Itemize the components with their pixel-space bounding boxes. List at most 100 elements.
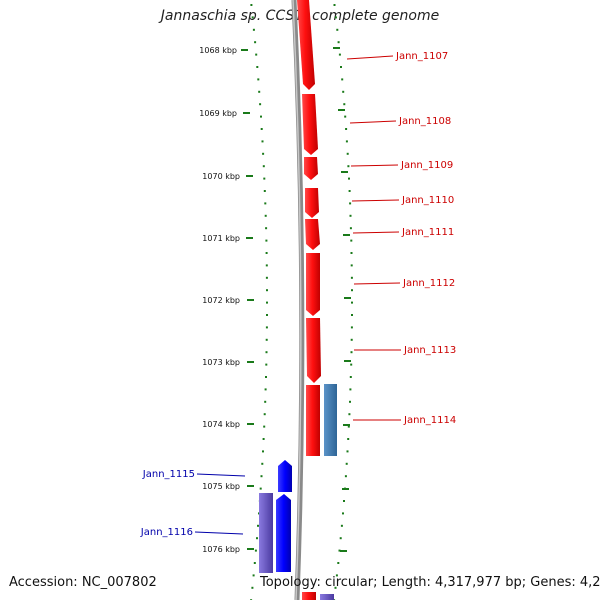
ruler-dot xyxy=(348,177,350,180)
ruler-dot xyxy=(350,276,353,279)
ruler-dot xyxy=(250,4,253,6)
ruler-dot xyxy=(345,128,348,130)
leader-line-jann-1116 xyxy=(194,531,244,535)
ruler-dot xyxy=(351,314,353,316)
ruler-dot xyxy=(341,78,344,81)
ruler-dot xyxy=(265,326,268,329)
ruler-dot xyxy=(253,562,256,564)
ruler-dot xyxy=(251,16,254,19)
ruler-dot xyxy=(252,574,255,577)
leader-line-jann-1111 xyxy=(352,231,400,234)
ruler-dot xyxy=(259,103,262,106)
gene-arrow-jann-1110[interactable] xyxy=(305,188,319,218)
ruler-dot xyxy=(263,425,266,428)
ruler-label: 1070 kbp xyxy=(202,172,240,181)
ruler-dot xyxy=(348,190,351,192)
ruler-dot xyxy=(265,252,268,254)
reverse-feature[interactable] xyxy=(259,493,273,573)
ruler-dot xyxy=(258,90,261,93)
ruler-label: 1075 kbp xyxy=(202,482,240,491)
genome-summary-text: Topology: circular; Length: 4,317,977 bp… xyxy=(260,575,600,590)
ruler-dot xyxy=(334,586,337,589)
ruler-dot xyxy=(263,190,266,192)
reverse-feature-partial[interactable] xyxy=(320,594,334,600)
ruler-dot xyxy=(350,252,353,254)
ruler-dot xyxy=(343,103,346,106)
gene-label-jann-1113[interactable]: Jann_1113 xyxy=(403,345,456,356)
genome-backbone-highlight xyxy=(292,0,302,600)
gene-arrow-jann-1109[interactable] xyxy=(304,157,318,180)
ruler-dot xyxy=(349,400,351,403)
gene-label-jann-1112[interactable]: Jann_1112 xyxy=(402,278,455,289)
ruler-dot xyxy=(340,524,343,527)
ruler-dot xyxy=(254,549,257,552)
leader-line-jann-1108 xyxy=(349,120,397,124)
ruler-dot xyxy=(349,214,352,217)
gene-arrow-jann-1112[interactable] xyxy=(306,253,320,316)
ruler-dot xyxy=(262,152,265,155)
ruler-dot xyxy=(350,239,353,242)
ruler-dot xyxy=(344,475,347,478)
ruler-dot xyxy=(264,214,267,217)
ruler-dot xyxy=(260,115,262,118)
ruler-dot xyxy=(337,562,340,564)
reverse-leaders xyxy=(194,473,246,535)
genome-backbone xyxy=(291,0,305,600)
gene-arrow-jann-1115[interactable] xyxy=(278,460,292,492)
ruler-dot xyxy=(350,363,353,366)
gene-arrow-jann-1116[interactable] xyxy=(276,494,291,572)
ruler-dot xyxy=(342,512,344,515)
gene-arrow-jann-1108[interactable] xyxy=(302,94,318,155)
gene-arrow-jann-1113[interactable] xyxy=(306,318,321,383)
leader-line-jann-1112 xyxy=(353,282,401,285)
gene-label-jann-1115[interactable]: Jann_1115 xyxy=(142,469,195,480)
gene-label-jann-1108[interactable]: Jann_1108 xyxy=(398,116,451,127)
ruler-dot xyxy=(260,475,263,478)
ruler-dot xyxy=(261,462,264,465)
gene-label-jann-1109[interactable]: Jann_1109 xyxy=(400,160,453,171)
ruler-dot xyxy=(265,338,268,341)
rna-feature[interactable] xyxy=(324,384,337,456)
ruler-dot xyxy=(346,450,349,453)
ruler-dots xyxy=(250,4,353,600)
ruler-dot xyxy=(350,264,353,267)
ruler-dot xyxy=(262,438,265,440)
gene-label-jann-1116[interactable]: Jann_1116 xyxy=(140,527,193,538)
ruler-dot xyxy=(338,53,341,56)
ruler-dot xyxy=(256,537,258,540)
ruler-label: 1068 kbp xyxy=(199,46,237,55)
gene-arrow-jann-1107[interactable] xyxy=(297,0,315,90)
ruler-dot xyxy=(265,363,268,366)
ruler-dot xyxy=(261,140,264,143)
ruler-dot xyxy=(335,574,338,577)
ruler-dot xyxy=(264,400,267,403)
leader-line-jann-1107 xyxy=(346,55,394,60)
ruler-dot xyxy=(337,41,340,44)
ruler-dot xyxy=(334,16,337,19)
ruler-dot xyxy=(251,586,254,589)
reverse-genes xyxy=(259,460,334,600)
leader-line-jann-1109 xyxy=(350,164,399,167)
ruler-dot xyxy=(349,388,352,391)
gene-label-jann-1114[interactable]: Jann_1114 xyxy=(403,415,456,426)
gene-label-jann-1110[interactable]: Jann_1110 xyxy=(401,195,454,206)
forward-labels: Jann_1107 Jann_1108 Jann_1109 Jann_1110 … xyxy=(395,51,456,426)
gene-label-jann-1107[interactable]: Jann_1107 xyxy=(395,51,448,62)
gene-label-jann-1111[interactable]: Jann_1111 xyxy=(401,227,454,238)
gene-arrow-jann-1114[interactable] xyxy=(306,385,320,456)
ruler-dot xyxy=(346,152,349,155)
forward-genes xyxy=(297,0,321,600)
gene-arrow-partial-bottom[interactable] xyxy=(302,592,316,600)
ruler-dot xyxy=(349,202,352,205)
ruler-dot xyxy=(257,78,260,81)
ruler: 1068 kbp 1069 kbp 1070 kbp 1071 kbp 1072… xyxy=(199,46,351,554)
gene-arrow-jann-1111[interactable] xyxy=(305,219,320,250)
ruler-dot xyxy=(266,301,268,304)
ruler-dot xyxy=(255,53,258,56)
ruler-dot xyxy=(343,500,345,502)
ruler-label: 1076 kbp xyxy=(202,545,240,554)
ruler-dot xyxy=(254,41,257,44)
ruler-dot xyxy=(348,413,351,416)
leader-line-jann-1115 xyxy=(196,473,246,477)
